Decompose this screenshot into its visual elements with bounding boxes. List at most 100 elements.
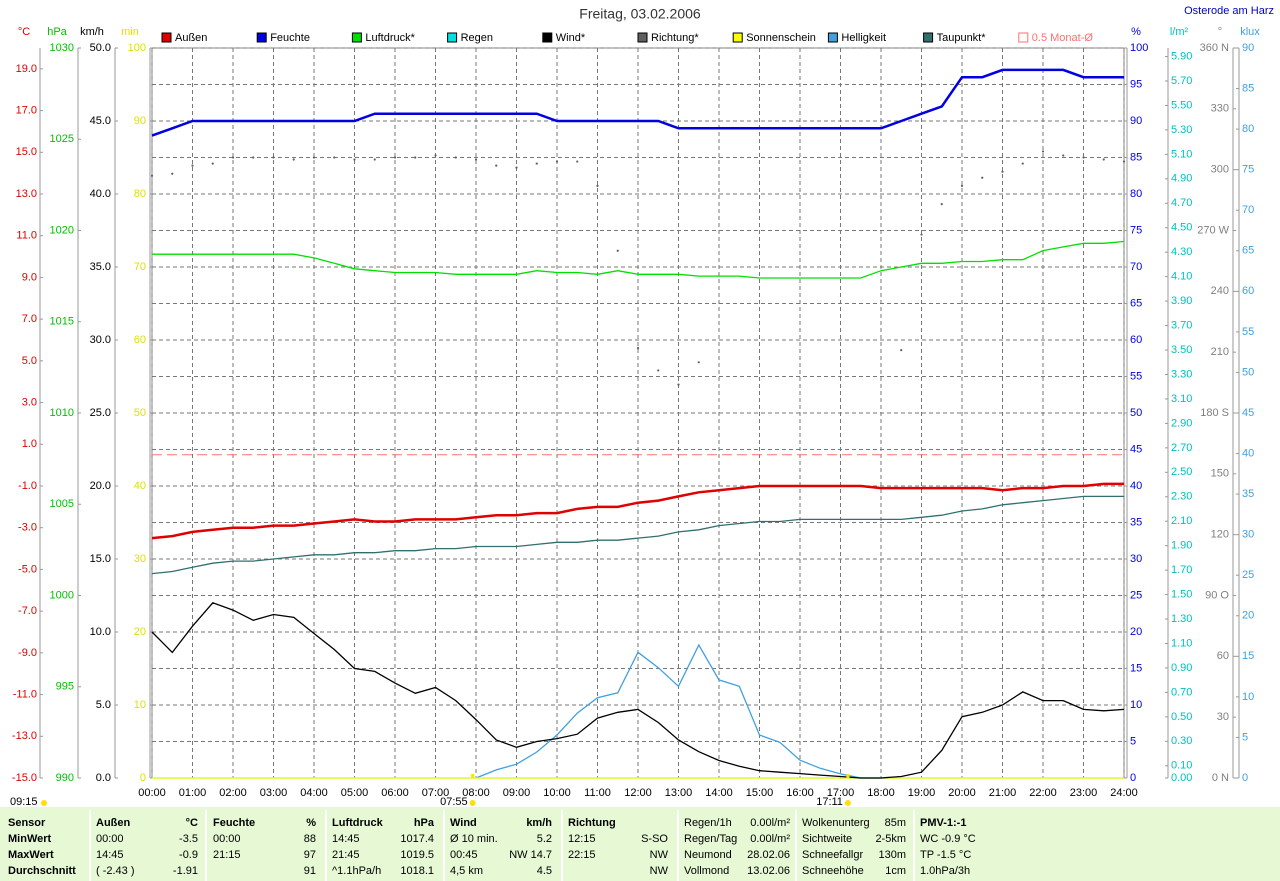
table-cell: 4,5 km xyxy=(450,865,483,877)
table-cell: Regen/1h xyxy=(684,817,732,829)
y-tick-label: 3.0 xyxy=(22,396,37,408)
x-tick-label: 06:00 xyxy=(381,787,409,799)
y-tick-label: 1020 xyxy=(50,224,74,236)
x-tick-label: 17:00 xyxy=(827,787,855,799)
series-line xyxy=(151,482,1124,540)
legend-label: Sonnenschein xyxy=(746,32,816,44)
y-tick-label: 2.30 xyxy=(1171,491,1192,503)
series-line xyxy=(151,68,1124,137)
x-tick-label: 14:00 xyxy=(705,787,733,799)
table-cell: 1cm xyxy=(885,865,906,877)
y-tick-label: -11.0 xyxy=(13,688,37,700)
x-tick-label: 21:00 xyxy=(989,787,1017,799)
y-tick-label: 4.70 xyxy=(1171,197,1192,209)
y-axis-title: l/m² xyxy=(1170,26,1189,38)
series-line xyxy=(151,602,1125,779)
y-tick-label: 95 xyxy=(1130,78,1142,90)
y-tick-label: 5.50 xyxy=(1171,99,1192,111)
direction-dot xyxy=(353,158,356,161)
y-tick-label: 1.0 xyxy=(22,438,37,450)
table-cell: 21:15 xyxy=(213,849,241,861)
legend-swatch xyxy=(351,32,362,43)
y-tick-label: 1000 xyxy=(50,589,74,601)
y-axis-title: % xyxy=(1131,26,1141,38)
y-tick-label: 30 xyxy=(1130,553,1142,565)
y-tick-label: 19.0 xyxy=(16,63,37,75)
y-tick-label: 4.90 xyxy=(1171,173,1192,185)
y-tick-label: 60 xyxy=(1130,334,1142,346)
y-tick-label: 5.90 xyxy=(1171,50,1192,62)
y-tick-label: 100 xyxy=(1130,42,1148,54)
y-tick-label: 60 xyxy=(134,334,146,346)
table-cell: 88 xyxy=(304,833,316,845)
table-cell: NW 14.7 xyxy=(509,849,552,861)
y-tick-label: 0.30 xyxy=(1171,735,1192,747)
y-tick-label: 180 S xyxy=(1200,407,1229,419)
legend-label: Luftdruck* xyxy=(365,32,415,44)
direction-dot xyxy=(596,184,599,187)
y-axis-title: klux xyxy=(1240,26,1260,38)
y-tick-label: 5.70 xyxy=(1171,75,1192,87)
y-tick-label: 3.50 xyxy=(1171,344,1192,356)
y-tick-label: 50 xyxy=(1242,366,1254,378)
y-tick-label: 120 xyxy=(1211,529,1229,541)
direction-dot xyxy=(1041,150,1045,153)
direction-dot xyxy=(312,156,316,159)
table-cell: km/h xyxy=(526,817,552,829)
y-tick-label: 330 xyxy=(1211,103,1229,115)
direction-dot xyxy=(252,156,255,159)
y-tick-label: 35 xyxy=(1242,488,1254,500)
legend-label: 0.5 Monat-Ø xyxy=(1032,32,1094,44)
direction-dot xyxy=(454,156,457,159)
table-cell: 1.0hPa/3h xyxy=(920,865,970,877)
y-tick-label: 55 xyxy=(1242,326,1254,338)
x-tick-label: 08:00 xyxy=(462,787,490,799)
table-cell: MinWert xyxy=(8,833,52,845)
y-tick-label: 30 xyxy=(134,553,146,565)
table-cell: WC -0.9 °C xyxy=(920,833,976,845)
direction-dot xyxy=(960,184,964,187)
legend-label: Regen xyxy=(461,32,493,44)
table-cell: 0.00l/m² xyxy=(750,817,790,829)
legend-label: Wind* xyxy=(556,32,586,44)
y-tick-label: 50 xyxy=(134,407,146,419)
y-tick-label: 5 xyxy=(1130,735,1136,747)
location: Osterode am Harz xyxy=(1184,5,1274,17)
y-tick-label: 4.30 xyxy=(1171,246,1192,258)
table-cell: 85m xyxy=(885,817,906,829)
legend-label: Feuchte xyxy=(270,32,310,44)
y-tick-label: 3.70 xyxy=(1171,319,1192,331)
x-tick-label: 19:00 xyxy=(908,787,936,799)
y-tick-label: 0 xyxy=(140,772,146,784)
y-tick-label: 80 xyxy=(1130,188,1142,200)
legend-swatch xyxy=(827,32,838,43)
y-tick-label: 3.30 xyxy=(1171,368,1192,380)
legend-swatch xyxy=(732,32,743,43)
y-tick-label: 7.0 xyxy=(22,313,37,325)
table-cell: 14:45 xyxy=(332,833,360,845)
table-cell: 1018.1 xyxy=(400,865,434,877)
y-tick-label: 20 xyxy=(134,626,146,638)
y-tick-label: 1015 xyxy=(50,316,74,328)
y-tick-label: 360 N xyxy=(1200,42,1229,54)
direction-dot xyxy=(171,172,174,175)
y-tick-label: 80 xyxy=(1242,123,1254,135)
direction-dot xyxy=(474,158,478,161)
stats-panel xyxy=(0,807,1280,881)
direction-dot xyxy=(1122,160,1126,163)
y-tick-label: -13.0 xyxy=(12,730,37,742)
y-tick-label: 5.10 xyxy=(1171,148,1192,160)
y-axis-title: °C xyxy=(18,26,30,38)
y-tick-label: 80 xyxy=(134,188,146,200)
y-tick-label: 5.0 xyxy=(22,355,37,367)
direction-dot xyxy=(636,347,640,350)
table-cell: 21:45 xyxy=(332,849,360,861)
direction-dot xyxy=(373,158,376,161)
y-tick-label: 4.10 xyxy=(1171,271,1192,283)
y-tick-label: 60 xyxy=(1217,650,1229,662)
table-cell: % xyxy=(306,817,316,829)
y-tick-label: 35.0 xyxy=(90,261,111,273)
table-cell: 2-5km xyxy=(875,833,906,845)
table-cell: 130m xyxy=(878,849,906,861)
table-cell: NW xyxy=(650,849,669,861)
